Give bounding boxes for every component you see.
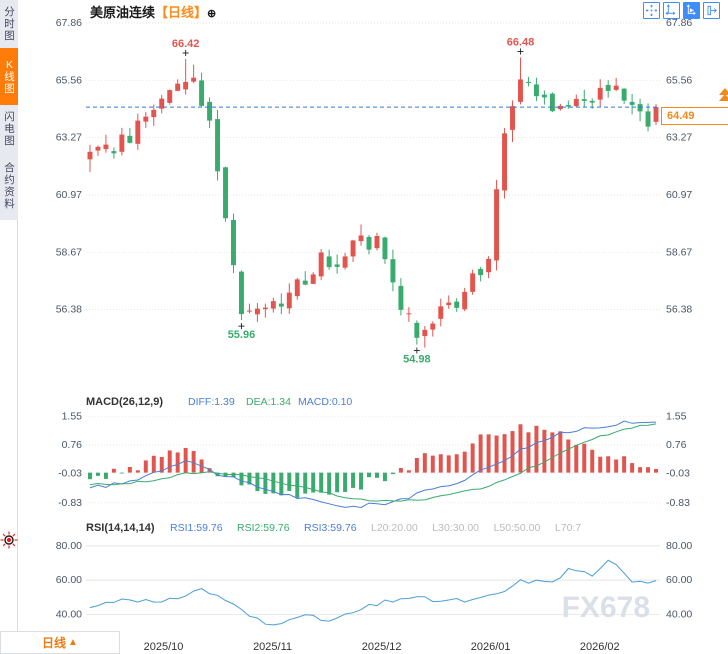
- svg-text:DIFF:1.39: DIFF:1.39: [188, 396, 235, 408]
- svg-text:2025/10: 2025/10: [144, 641, 184, 653]
- svg-text:-0.03: -0.03: [666, 468, 690, 480]
- svg-text:65.56: 65.56: [56, 74, 82, 86]
- svg-text:RSI2:59.76: RSI2:59.76: [237, 522, 290, 534]
- svg-text:RSI3:59.76: RSI3:59.76: [304, 522, 357, 534]
- svg-text:0.76: 0.76: [666, 439, 687, 451]
- svg-text:L50:50.00: L50:50.00: [494, 522, 541, 534]
- svg-text:1.55: 1.55: [62, 410, 83, 422]
- svg-text:58.67: 58.67: [666, 246, 692, 258]
- svg-text:54.98: 54.98: [403, 354, 431, 366]
- svg-text:RSI1:59.76: RSI1:59.76: [170, 522, 223, 534]
- svg-text:56.38: 56.38: [666, 304, 692, 316]
- svg-text:FX678: FX678: [562, 591, 650, 624]
- svg-text:66.48: 66.48: [507, 36, 535, 48]
- svg-text:2026/01: 2026/01: [471, 641, 511, 653]
- svg-text:-0.03: -0.03: [58, 468, 82, 480]
- svg-text:2026/02: 2026/02: [580, 641, 620, 653]
- svg-text:58.67: 58.67: [56, 246, 82, 258]
- svg-text:67.86: 67.86: [56, 17, 82, 29]
- svg-text:MACD:0.10: MACD:0.10: [298, 396, 352, 408]
- svg-text:80.00: 80.00: [666, 540, 692, 552]
- svg-text:-0.83: -0.83: [58, 497, 82, 509]
- svg-text:2025/11: 2025/11: [253, 641, 292, 653]
- svg-text:80.00: 80.00: [56, 540, 82, 552]
- svg-text:60.97: 60.97: [666, 189, 692, 201]
- svg-text:63.27: 63.27: [56, 132, 82, 144]
- svg-text:L30:30.00: L30:30.00: [432, 522, 479, 534]
- svg-text:40.00: 40.00: [56, 608, 82, 620]
- svg-text:MACD(26,12,9): MACD(26,12,9): [86, 396, 163, 408]
- svg-text:DEA:1.34: DEA:1.34: [246, 396, 291, 408]
- svg-text:0.76: 0.76: [62, 439, 83, 451]
- svg-text:63.27: 63.27: [666, 132, 692, 144]
- svg-text:1.55: 1.55: [666, 410, 687, 422]
- svg-text:66.42: 66.42: [172, 38, 200, 50]
- svg-text:55.96: 55.96: [228, 329, 256, 341]
- svg-text:56.38: 56.38: [56, 304, 82, 316]
- svg-text:60.00: 60.00: [666, 574, 692, 586]
- svg-text:L70:7: L70:7: [555, 522, 581, 534]
- svg-text:60.00: 60.00: [56, 574, 82, 586]
- svg-text:40.00: 40.00: [666, 608, 692, 620]
- svg-text:67.86: 67.86: [666, 17, 692, 29]
- svg-text:RSI(14,14,14): RSI(14,14,14): [86, 522, 155, 534]
- svg-text:2025/12: 2025/12: [362, 641, 402, 653]
- svg-text:65.56: 65.56: [666, 74, 692, 86]
- svg-text:-0.83: -0.83: [666, 497, 690, 509]
- svg-text:60.97: 60.97: [56, 189, 82, 201]
- svg-text:L20:20.00: L20:20.00: [371, 522, 418, 534]
